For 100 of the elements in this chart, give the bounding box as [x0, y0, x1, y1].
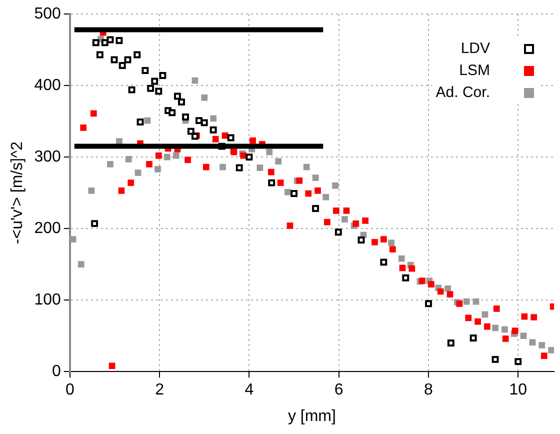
point [419, 278, 426, 284]
point [106, 36, 114, 44]
point [380, 258, 388, 266]
point [446, 291, 454, 298]
point [96, 51, 104, 58]
point [88, 187, 95, 194]
point [362, 218, 368, 224]
point [341, 216, 348, 222]
point [116, 138, 122, 144]
point [92, 39, 100, 46]
point [502, 336, 509, 342]
point [312, 174, 319, 181]
point [343, 208, 350, 214]
x-tick-label: 10 [509, 382, 528, 399]
point [222, 132, 228, 139]
point [447, 340, 454, 346]
point [159, 72, 166, 79]
point [332, 208, 340, 214]
point [182, 114, 190, 120]
point [246, 154, 253, 161]
x-tick-label: 6 [334, 382, 344, 399]
point [268, 179, 276, 186]
point [465, 314, 472, 322]
point [101, 39, 108, 46]
point [380, 236, 387, 242]
point [118, 187, 125, 194]
point [118, 62, 126, 69]
point [389, 246, 396, 252]
point [116, 36, 123, 44]
point [164, 154, 170, 160]
point [277, 180, 284, 186]
point [266, 148, 273, 156]
point [154, 166, 161, 172]
point [548, 346, 554, 354]
point [284, 188, 291, 196]
point [512, 328, 518, 334]
point [312, 205, 320, 212]
point [275, 158, 282, 165]
point [201, 94, 208, 101]
point [493, 305, 500, 312]
point [305, 190, 312, 197]
legend-label: Ad. Cor. [436, 83, 490, 103]
point [108, 362, 116, 370]
point [484, 323, 490, 330]
point [200, 119, 208, 126]
point [256, 164, 264, 171]
point [202, 164, 210, 170]
point [168, 109, 176, 116]
y-tick-label: 300 [34, 148, 61, 166]
point [408, 265, 416, 272]
point [296, 177, 303, 184]
point [90, 110, 97, 117]
x-tick-label: 2 [155, 382, 164, 399]
point [268, 168, 274, 176]
point [220, 164, 226, 170]
point [107, 161, 114, 168]
x-tick-label: 4 [244, 382, 254, 399]
point [250, 137, 256, 144]
point [78, 261, 84, 268]
point [425, 300, 432, 308]
x-axis-title: y [mm] [288, 408, 336, 425]
point [492, 324, 498, 332]
point [212, 136, 219, 142]
point [290, 190, 298, 197]
point [136, 118, 144, 126]
point [236, 164, 243, 172]
point [178, 98, 185, 106]
point [540, 352, 548, 360]
point [303, 164, 310, 170]
point [334, 228, 342, 236]
point [286, 222, 294, 229]
point [110, 56, 118, 64]
point [314, 187, 321, 194]
point [456, 300, 463, 307]
point [172, 152, 180, 159]
point [227, 134, 234, 142]
point [502, 326, 508, 333]
point [80, 124, 87, 131]
point [142, 67, 149, 74]
point [398, 255, 405, 262]
point [196, 117, 202, 124]
point [470, 334, 477, 342]
point [444, 285, 451, 292]
x-tick-label: 0 [65, 382, 74, 399]
point [191, 132, 198, 140]
point [91, 220, 98, 228]
point [210, 126, 217, 134]
point [184, 156, 191, 164]
point [492, 356, 499, 363]
point [474, 318, 481, 325]
y-tick-label: 200 [34, 220, 61, 237]
point [538, 342, 546, 348]
y-tick-label: 400 [34, 76, 61, 94]
point [187, 128, 194, 135]
point [147, 84, 154, 92]
y-tick-label: 500 [34, 5, 61, 22]
point [399, 264, 406, 272]
point [124, 56, 132, 64]
point [530, 314, 538, 320]
point [125, 156, 132, 162]
